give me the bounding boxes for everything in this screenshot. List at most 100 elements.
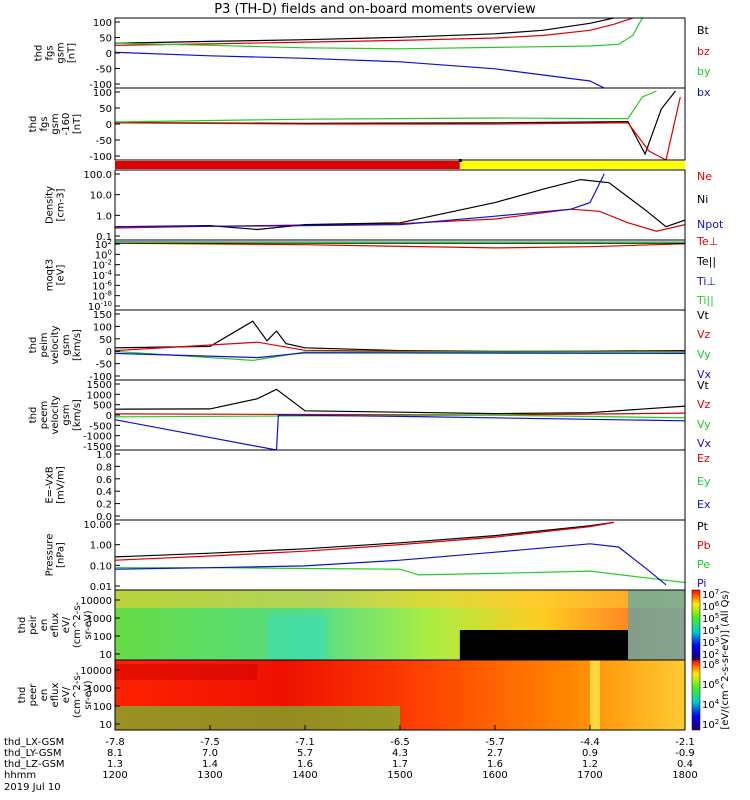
ephemeris-value: -7.8: [105, 737, 125, 748]
legend-label: bz: [697, 45, 710, 58]
y-tick-label: 500: [93, 401, 112, 412]
ephemeris-label: thd_LZ-GSM: [4, 759, 65, 770]
panel-1: [114, 87, 686, 161]
legend-label: Vt: [697, 379, 710, 392]
y-axis-label: -160: [61, 113, 72, 136]
mode-segment-0: [115, 161, 460, 169]
y-axis-label: velocity: [50, 325, 61, 364]
legend-label: Pt: [697, 520, 709, 533]
y-axis-label: fgs: [45, 45, 56, 60]
y-axis-label: thd: [17, 687, 28, 704]
y-tick-label: 0.8: [96, 462, 112, 473]
y-tick-label: -100: [89, 372, 112, 383]
y-tick-label: 0: [106, 120, 112, 131]
y-tick-label: 1.0: [96, 211, 112, 222]
legend-label: by: [697, 65, 711, 78]
ephemeris-value: 7.0: [202, 748, 218, 759]
y-tick-label: 1000: [87, 614, 112, 625]
ephemeris-value: 1400: [292, 770, 317, 781]
y-tick-label: 100: [93, 702, 112, 713]
ephemeris-value: 1200: [102, 770, 127, 781]
ephemeris-value: 1300: [197, 770, 222, 781]
y-tick-label: 100: [93, 88, 112, 99]
colorbar-tick-label: 104: [702, 624, 720, 637]
ephemeris-value: 5.7: [297, 748, 313, 759]
ephemeris-value: -7.1: [295, 737, 315, 748]
y-tick-label: 1000: [87, 684, 112, 695]
ephemeris-value: 0.9: [582, 748, 598, 759]
colorbar-tick-label: 105: [702, 612, 719, 625]
y-tick-label: 10-2: [92, 259, 112, 272]
y-tick-label: 102: [95, 238, 112, 251]
legend-label: Ez: [697, 452, 710, 465]
y-axis-label: peim: [39, 332, 50, 357]
y-tick-label: 10.0: [90, 191, 112, 202]
y-axis-label: [nT]: [67, 43, 78, 63]
y-tick-label: 1500: [87, 380, 112, 391]
panel-7: [114, 449, 686, 521]
mode-marker: [458, 159, 462, 162]
y-tick-label: -50: [96, 360, 112, 371]
y-tick-label: 1.00: [90, 541, 112, 552]
ephemeris-value: 1.3: [107, 759, 123, 770]
ephemeris-value: -0.9: [675, 748, 695, 759]
series-line-green: [115, 90, 657, 123]
colorbar-tick-label: 103: [702, 636, 719, 649]
y-tick-label: 10-6: [92, 279, 112, 292]
ephemeris-value: 1.2: [582, 759, 598, 770]
y-tick-label: 10-8: [92, 290, 112, 303]
y-tick-label: 0.0: [96, 512, 112, 523]
colorbar-tick-label: 102: [702, 718, 719, 731]
series-line-Vx: [115, 352, 685, 359]
y-tick-label: 100: [93, 632, 112, 643]
ephemeris-value: 1.4: [202, 759, 218, 770]
y-tick-label: 50: [99, 335, 112, 346]
colorbar-tick-label: 102: [702, 648, 719, 661]
panel-bg-4: [115, 240, 685, 310]
y-axis-label: fgs: [39, 116, 50, 131]
y-axis-label: en: [39, 689, 50, 702]
heatmap-low-band: [115, 706, 400, 730]
ephemeris-value: 1800: [672, 770, 697, 781]
y-tick-label: 10.00: [83, 520, 112, 531]
y-axis-label: [km/s]: [72, 329, 83, 361]
y-axis-label: thd: [17, 617, 28, 634]
y-axis-label: eV/: [61, 686, 72, 703]
legend-label: Te⊥: [696, 235, 718, 248]
legend-label: Npot: [697, 218, 724, 231]
ephemeris-value: 2.7: [487, 748, 503, 759]
series-line-bx: [115, 51, 605, 88]
y-axis-label: gsm: [61, 404, 72, 425]
y-tick-label: 50: [99, 34, 112, 45]
y-axis-label: eflux: [50, 613, 61, 638]
ephemeris-value: 4.3: [392, 748, 408, 759]
y-tick-label: 10000: [80, 666, 112, 677]
legend-label: Vt: [697, 309, 710, 322]
ephemeris-value: -6.5: [390, 737, 410, 748]
y-tick-label: 100.0: [83, 170, 112, 181]
y-axis-label: [nPa]: [56, 542, 67, 568]
y-tick-label: -50: [96, 65, 112, 76]
y-tick-label: -100: [89, 80, 112, 91]
y-tick-label: 0.1: [96, 232, 112, 243]
legend-label: Vz: [697, 328, 711, 341]
ephemeris-label: thd_LY-GSM: [4, 748, 61, 759]
panel-5: [114, 309, 686, 381]
legend-label: Ne: [697, 170, 712, 183]
y-axis-label: (cm^2-s-: [72, 671, 83, 718]
y-axis-label: thd: [28, 116, 39, 133]
y-axis-label: thd: [28, 407, 39, 424]
legend-label: Vx: [697, 437, 712, 450]
y-axis-label: sr-eV): [83, 610, 94, 639]
y-axis-label: en: [39, 619, 50, 632]
series-line-Pe: [115, 567, 685, 584]
series-line-Pi: [115, 543, 667, 586]
y-tick-label: 1000: [87, 390, 112, 401]
y-tick-label: 10-4: [92, 269, 112, 282]
ephemeris-value: 1.6: [487, 759, 503, 770]
y-axis-label: Pressure: [45, 534, 56, 577]
colorbar-10: [691, 659, 701, 731]
y-axis-label: thd: [28, 337, 39, 354]
y-tick-label: 100: [93, 322, 112, 333]
